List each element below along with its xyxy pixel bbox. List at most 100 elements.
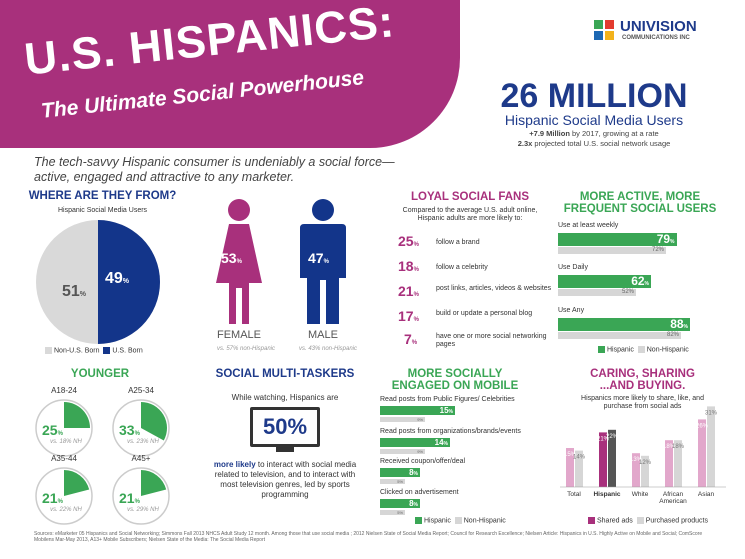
mobile-title-2: ENGAGED ON MOBILE — [391, 380, 519, 392]
mobile-bar-non-hispanic: 9% — [380, 449, 425, 454]
active-bar-non-hispanic: 52% — [558, 289, 636, 296]
male-icon — [300, 199, 346, 324]
caring-category-label: African — [663, 491, 684, 498]
caring-value-label: 31% — [705, 410, 718, 416]
active-title-1: MORE ACTIVE, MORE — [579, 191, 701, 203]
caring-category-label: Total — [567, 491, 581, 498]
male-label: MALE — [308, 329, 338, 341]
pie-us — [98, 220, 160, 344]
mobile-row-label: Clicked on advertisement — [380, 489, 459, 496]
active-bar-hispanic: 79% — [558, 233, 677, 246]
younger-ring — [35, 467, 93, 525]
stat-big: 26 MILLION — [500, 77, 688, 115]
younger-slice — [64, 470, 90, 496]
stat-line2: 2.3x projected total U.S. social network… — [517, 139, 671, 148]
mobile-bar-non-hispanic: 5% — [380, 479, 405, 484]
multi-pct: 50% — [262, 414, 308, 439]
caring-bar-purchased — [608, 429, 616, 487]
younger-ring — [112, 467, 170, 525]
caring-category-label: Hispanic — [593, 491, 620, 498]
where-title: WHERE ARE THEY FROM? — [28, 190, 177, 202]
univision-logo: UNIVISION COMMUNICATIONS INC — [592, 18, 732, 44]
multi-text: more likely to interact with social medi… — [213, 460, 357, 499]
caring-value-label: 18% — [672, 444, 685, 450]
caring-value-label: 18% — [663, 444, 676, 450]
caring-value-label: 13% — [630, 457, 643, 463]
active-bar-hispanic: 88% — [558, 318, 690, 331]
header-banner — [0, 0, 460, 148]
mobile-row-label: Received coupon/offer/deal — [380, 458, 466, 465]
female-vs: vs. 57% non-Hispanic — [216, 346, 276, 352]
female-label: FEMALE — [216, 329, 261, 341]
younger-slice — [141, 470, 167, 496]
where-pie — [36, 220, 160, 344]
caring-bar-purchased — [575, 450, 583, 487]
stat-label: Hispanic Social Media Users — [504, 112, 684, 128]
younger-vs: vs. 22% NH — [50, 507, 82, 513]
active-row-label: Use Any — [558, 307, 585, 314]
univision-logo-icon — [594, 20, 614, 40]
caring-value-label: 14% — [573, 455, 586, 461]
logo-name: UNIVISION — [620, 18, 697, 35]
active-bar-non-hispanic: 72% — [558, 247, 666, 254]
pie-us-label: 49% — [105, 270, 130, 287]
caring-value-label: 21% — [597, 436, 610, 442]
younger-ring — [35, 399, 93, 457]
caring-value-label: 12% — [639, 460, 652, 466]
younger-title: YOUNGER — [70, 368, 130, 380]
stat-line1: +7.9 Million by 2017, growing at a rate — [529, 129, 659, 138]
caring-bar-shared — [698, 419, 706, 487]
caring-bar-shared — [599, 432, 607, 487]
mobile-bar-non-hispanic: 5% — [380, 510, 405, 515]
younger-pct: 33% — [119, 422, 140, 438]
younger-ring — [112, 399, 170, 457]
younger-vs: vs. 23% NH — [127, 439, 159, 445]
caring-chart: 15%14% Total 21%22% Hispanic 13%12% White 18%1… — [560, 406, 726, 505]
mobile-title-1: MORE SOCIALLY — [407, 368, 503, 380]
mobile-bar-hispanic: 14% — [380, 438, 450, 447]
caring-category-label: American — [659, 498, 687, 505]
where-subtitle: Hispanic Social Media Users — [57, 207, 148, 214]
female-icon — [216, 199, 262, 324]
younger-age-label: A35-44 — [51, 454, 77, 463]
multi-title: SOCIAL MULTI-TASKERS — [215, 368, 355, 380]
caring-title-1: CARING, SHARING — [590, 368, 695, 380]
younger-vs: vs. 18% NH — [50, 439, 82, 445]
tagline: The tech-savvy Hispanic consumer is unde… — [34, 155, 395, 184]
caring-title-2: ...AND BUYING. — [599, 380, 686, 392]
active-legend: Hispanic Non-Hispanic — [598, 346, 689, 353]
active-bar-non-hispanic: 82% — [558, 332, 681, 339]
younger-pct: 21% — [42, 490, 63, 506]
caring-category-label: Asian — [698, 491, 715, 498]
sources: Sources: eMarketer 05 Hispanics and Soci… — [34, 531, 703, 543]
pie-non-us-label: 51% — [62, 283, 87, 300]
younger-age-label: A45+ — [131, 454, 151, 463]
mobile-bar-hispanic: 8% — [380, 468, 420, 477]
caring-bar-shared — [632, 453, 640, 487]
active-bar-hispanic: 62% — [558, 275, 651, 288]
multi-while: While watching, Hispanics are — [231, 393, 339, 402]
loyal-title: LOYAL SOCIAL FANS — [410, 191, 529, 203]
younger-vs: vs. 29% NH — [127, 507, 159, 513]
caring-bar-shared — [566, 448, 574, 487]
mobile-row-label: Read posts from organizations/brands/eve… — [380, 428, 521, 435]
younger-age-label: A18-24 — [51, 386, 77, 395]
tv-icon: 50% — [250, 407, 320, 447]
caring-bar-purchased — [641, 455, 649, 487]
active-row-label: Use Daily — [558, 264, 588, 271]
caring-value-label: 22% — [606, 434, 619, 440]
caring-legend: Shared ads Purchased products — [588, 517, 708, 524]
male-vs: vs. 43% non-Hispanic — [298, 346, 358, 352]
mobile-bar-hispanic: 15% — [380, 406, 455, 415]
tv-stand — [276, 447, 294, 452]
caring-value-label: 15% — [564, 452, 577, 458]
loyal-intro: Compared to the average U.S. adult onlin… — [402, 207, 538, 222]
caring-bar-shared — [665, 440, 673, 487]
younger-slice — [64, 402, 90, 428]
caring-bar-purchased — [674, 440, 682, 487]
younger-pct: 21% — [119, 490, 140, 506]
female-pct: 53% — [221, 250, 242, 266]
mobile-legend: Hispanic Non-Hispanic — [415, 517, 506, 524]
mobile-bar-hispanic: 8% — [380, 499, 420, 508]
where-legend: Non-U.S. Born U.S. Born — [45, 347, 143, 354]
